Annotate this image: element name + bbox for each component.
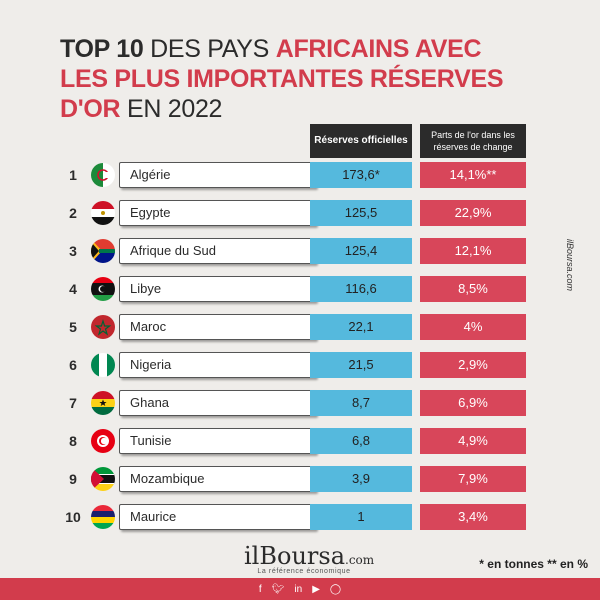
reserves-value: 1: [310, 504, 412, 530]
title-part: EN 2022: [120, 95, 223, 123]
table-row: 9 Mozambique 3,9 7,9%: [0, 466, 600, 492]
linkedin-icon[interactable]: in: [294, 583, 303, 595]
share-value: 6,9%: [420, 390, 526, 416]
flag-icon: [91, 391, 115, 415]
country-label: Algérie: [119, 162, 316, 188]
share-value: 3,4%: [420, 504, 526, 530]
rank-number: 1: [69, 167, 77, 183]
table-row: 2 Egypte 125,5 22,9%: [0, 200, 600, 226]
rank-number: 9: [69, 471, 77, 487]
flag-icon: [91, 353, 115, 377]
reserves-value: 116,6: [310, 276, 412, 302]
logo-boursa: Boursa: [259, 542, 345, 570]
rank-number: 3: [69, 243, 77, 259]
logo-tagline: La référence économique: [257, 568, 351, 575]
reserves-value: 6,8: [310, 428, 412, 454]
share-value: 12,1%: [420, 238, 526, 264]
table-row: 7 Ghana 8,7 6,9%: [0, 390, 600, 416]
chart-title: TOP 10 DES PAYS AFRICAINS AVEC LES PLUS …: [60, 34, 560, 124]
table-row: 8 Tunisie 6,8 4,9%: [0, 428, 600, 454]
instagram-icon[interactable]: ◯: [329, 583, 342, 595]
logo-il: il: [244, 542, 260, 570]
flag-icon: [91, 239, 115, 263]
country-label: Maroc: [119, 314, 316, 340]
rank-number: 4: [69, 281, 77, 297]
table-row: 1 Algérie 173,6* 14,1%**: [0, 162, 600, 188]
country-label: Egypte: [119, 200, 316, 226]
share-value: 2,9%: [420, 352, 526, 378]
country-label: Nigeria: [119, 352, 316, 378]
title-part: LES PLUS IMPORTANTES RÉSERVES: [60, 65, 504, 93]
reserves-value: 3,9: [310, 466, 412, 492]
logo: ilBoursa.com La référence économique: [244, 542, 374, 575]
side-watermark: ilBoursa.com: [565, 238, 575, 292]
reserves-value: 8,7: [310, 390, 412, 416]
share-value: 22,9%: [420, 200, 526, 226]
logo-dotcom: .com: [345, 553, 375, 567]
flag-icon: [91, 429, 115, 453]
share-value: 7,9%: [420, 466, 526, 492]
reserves-value: 22,1: [310, 314, 412, 340]
flag-icon: [91, 505, 115, 529]
twitter-icon[interactable]: 🐦︎: [271, 583, 285, 595]
title-part: AFRICAINS AVEC: [275, 35, 482, 63]
table-row: 6 Nigeria 21,5 2,9%: [0, 352, 600, 378]
country-label: Tunisie: [119, 428, 316, 454]
table-row: 10 Maurice 1 3,4%: [0, 504, 600, 530]
share-value: 14,1%**: [420, 162, 526, 188]
country-label: Ghana: [119, 390, 316, 416]
country-label: Libye: [119, 276, 316, 302]
facebook-icon[interactable]: f: [258, 583, 262, 595]
reserves-value: 125,4: [310, 238, 412, 264]
rank-number: 2: [69, 205, 77, 221]
units-note: * en tonnes ** en %: [479, 557, 588, 571]
table-row: 4 Libye 116,6 8,5%: [0, 276, 600, 302]
rank-number: 6: [69, 357, 77, 373]
rank-number: 8: [69, 433, 77, 449]
reserves-value: 21,5: [310, 352, 412, 378]
share-value: 4%: [420, 314, 526, 340]
youtube-icon[interactable]: ▶: [312, 583, 320, 595]
flag-icon: [91, 315, 115, 339]
rank-number: 10: [65, 509, 81, 525]
share-value: 8,5%: [420, 276, 526, 302]
country-label: Mozambique: [119, 466, 316, 492]
column-header-reserves: Réserves officielles: [310, 124, 412, 158]
country-label: Afrique du Sud: [119, 238, 316, 264]
flag-icon: [91, 277, 115, 301]
title-part: DES PAYS: [143, 35, 276, 63]
reserves-value: 173,6*: [310, 162, 412, 188]
country-label: Maurice: [119, 504, 316, 530]
share-value: 4,9%: [420, 428, 526, 454]
footer-bar: f 🐦︎ in ▶ ◯: [0, 578, 600, 600]
reserves-value: 125,5: [310, 200, 412, 226]
table-row: 5 Maroc 22,1 4%: [0, 314, 600, 340]
rank-number: 7: [69, 395, 77, 411]
column-header-share: Parts de l'or dans les réserves de chang…: [420, 124, 526, 158]
table-row: 3 Afrique du Sud 125,4 12,1%: [0, 238, 600, 264]
flag-icon: [91, 201, 115, 225]
flag-icon: [91, 163, 115, 187]
title-part: D'OR: [60, 95, 121, 123]
rank-number: 5: [69, 319, 77, 335]
flag-icon: [91, 467, 115, 491]
title-part: TOP 10: [60, 35, 144, 63]
